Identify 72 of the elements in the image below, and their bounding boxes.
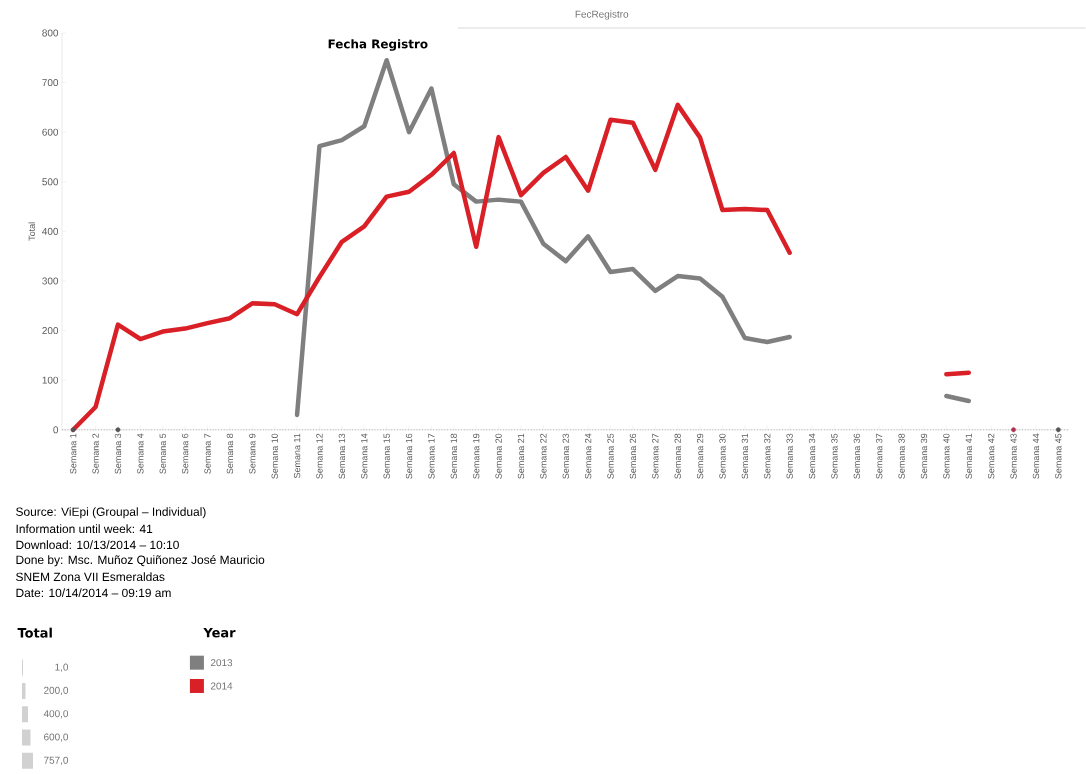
x-tick-label: Semana 42: [987, 433, 995, 479]
x-tick-label: Semana 22: [540, 433, 547, 479]
x-tick-label: Semana 44: [1032, 433, 1040, 479]
y-tick-label: 500: [42, 178, 59, 186]
x-tick-label: Semana 3: [114, 433, 122, 474]
x-tick-label: Semana 41: [965, 433, 972, 479]
x-tick-label: Semana 36: [853, 433, 860, 479]
y-tick-label: 100: [42, 376, 59, 384]
x-tick-label: Semana 15: [383, 433, 390, 479]
x-tick-label: Semana 43: [1010, 433, 1017, 479]
text: Information until week: 41: [16, 524, 153, 533]
x-tick-label: Semana 10: [271, 433, 278, 479]
y-tick-label: 800: [42, 29, 59, 37]
x-tick-label: Semana 18: [450, 433, 457, 479]
x-tick-label: Semana 28: [674, 433, 681, 479]
legend-title: Year: [203, 627, 236, 638]
y-axis-title: Total: [28, 222, 36, 241]
text: Done by: Msc. Muñoz Quiñonez José Mauricio: [16, 554, 265, 567]
x-tick-label: Semana 32: [764, 433, 771, 479]
x-tick-label: Semana 20: [495, 433, 502, 479]
x-tick-label: Semana 8: [226, 433, 234, 474]
y-tick-label: 200: [42, 326, 59, 334]
x-tick-label: Semana 4: [137, 433, 144, 474]
y-tick-label: 400: [42, 227, 59, 235]
x-tick-label: Semana 35: [831, 433, 838, 479]
text: SNEM Zona VII Esmeraldas: [16, 572, 165, 581]
legend-label: 2014: [210, 682, 233, 690]
x-tick-label: Semana 1: [70, 433, 77, 474]
x-tick-label: Semana 13: [338, 433, 346, 479]
x-tick-label: Semana 12: [316, 433, 323, 479]
x-tick-label: Semana 29: [696, 433, 704, 479]
x-tick-label: Semana 27: [652, 433, 659, 479]
x-tick-label: Semana 30: [719, 433, 726, 479]
text: 1,0: [55, 663, 69, 672]
x-tick-label: Semana 31: [741, 433, 749, 479]
x-tick-label: Semana 39: [920, 433, 928, 479]
y-tick-label: 300: [42, 277, 59, 285]
text: Fecha Registro: [328, 38, 428, 51]
x-tick-label: Semana 24: [584, 433, 592, 479]
x-tick-label: Semana 40: [943, 433, 950, 479]
text: Total: [17, 627, 52, 638]
text: Download: 10/13/2014 – 10:10: [16, 540, 179, 549]
x-tick-label: Semana 19: [473, 433, 480, 479]
x-tick-label: Semana 23: [562, 433, 569, 479]
text: 600,0: [44, 733, 69, 742]
source-note: Source: ViEpi (Groupal – Individual): [16, 507, 206, 519]
x-tick-label: Semana 5: [159, 433, 166, 474]
x-tick-label: Semana 34: [808, 433, 816, 479]
x-tick-label: Semana 25: [607, 433, 614, 479]
x-tick-label: Semana 14: [361, 433, 368, 479]
x-tick-label: Semana 17: [428, 433, 435, 479]
text: 400,0: [43, 709, 69, 719]
text: 757,0: [44, 756, 69, 765]
x-tick-label: Semana 2: [92, 433, 99, 474]
y-tick-label: 700: [42, 78, 59, 86]
x-tick-label: Semana 33: [786, 433, 793, 479]
x-tick-label: Semana 21: [517, 433, 525, 479]
x-tick-label: Semana 7: [204, 433, 211, 474]
x-tick-label: Semana 16: [405, 433, 413, 479]
x-tick-label: Semana 6: [181, 433, 189, 474]
chart-subtitle: FecRegistro: [575, 10, 629, 20]
x-tick-label: Semana 45: [1055, 433, 1062, 479]
text: 200,0: [44, 686, 69, 695]
x-tick-label: Semana 9: [249, 433, 256, 474]
x-tick-label: Semana 11: [293, 433, 301, 478]
text: Date: 10/14/2014 – 09:19 am: [16, 588, 171, 597]
y-tick-label: 0: [53, 426, 59, 434]
x-tick-label: Semana 26: [629, 433, 637, 479]
legend-label: 2013: [210, 659, 233, 667]
x-tick-label: Semana 37: [876, 433, 883, 479]
x-tick-label: Semana 38: [898, 433, 905, 479]
y-tick-label: 600: [42, 128, 59, 136]
